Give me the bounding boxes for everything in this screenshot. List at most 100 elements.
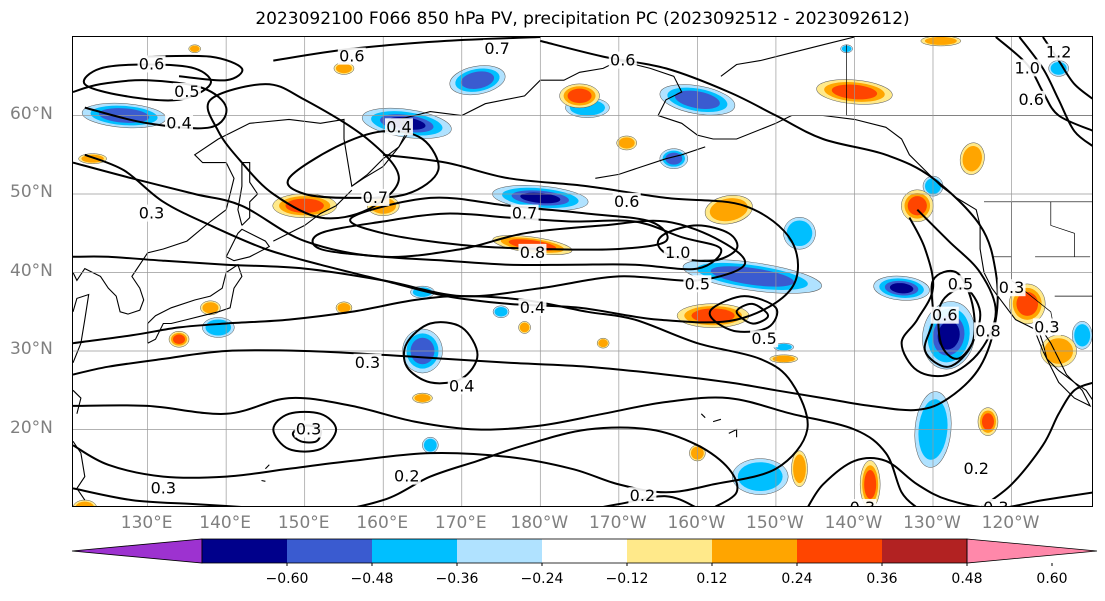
contour-label: 0.4 [520, 298, 545, 317]
precip-positive-area [977, 407, 999, 436]
coastline [147, 263, 243, 344]
pv-contour [73, 396, 917, 506]
contour-label-background [1032, 318, 1061, 336]
contour-label-background [294, 420, 323, 438]
colorbar-tick-label: −0.48 [350, 571, 394, 587]
precip-negative-area [682, 259, 822, 294]
contour-label-background [518, 298, 547, 316]
graticule-layer [73, 37, 1092, 506]
colorbar-swatch [202, 539, 287, 563]
longitude-label: 150°W [746, 513, 804, 533]
colorbar-outline [201, 538, 968, 564]
colorbar-extend-high [966, 538, 1098, 564]
coastline [73, 293, 90, 364]
contour-label: 1.2 [1046, 43, 1071, 62]
precip-positive-area [200, 300, 221, 316]
pv-contour [981, 381, 1092, 506]
colorbar-swatch [882, 539, 967, 563]
coastline [1034, 331, 1092, 408]
contour-label: 0.4 [449, 376, 474, 395]
pv-contour [656, 224, 739, 263]
colorbar-swatch [287, 539, 372, 563]
coastline [265, 464, 270, 470]
precip-positive-area [791, 450, 808, 487]
precip-positive-area [859, 460, 881, 506]
contour-label-background [361, 188, 390, 206]
precip-negative-area [422, 436, 439, 454]
precip-negative-area [1071, 321, 1092, 350]
contour-label: 0.6 [139, 54, 164, 73]
precip-negative-area [202, 317, 235, 338]
precip-positive-area [959, 142, 985, 175]
precip-positive-area [704, 195, 753, 225]
precip-positive-area [559, 83, 600, 109]
pv-contour [73, 426, 739, 506]
longitude-label: 170°E [434, 513, 487, 533]
latitude-label: 40°N [10, 260, 53, 281]
colorbar-tick-label: −0.60 [265, 571, 309, 587]
precip-negative-area [659, 148, 689, 169]
contour-label-background [149, 479, 178, 497]
pv-contour [147, 54, 244, 82]
precip-positive-area [920, 37, 962, 47]
contour-label: 0.3 [296, 420, 321, 439]
precip-positive-area [412, 392, 433, 404]
precip-negative-area [1048, 60, 1069, 77]
contour-label-background [353, 353, 382, 371]
contour-label-background [172, 82, 201, 100]
contour-label: 0.3 [983, 498, 1008, 507]
political-border [991, 201, 1012, 258]
precip-positive-area [518, 321, 531, 334]
colorbar-tick-label: −0.24 [520, 571, 564, 587]
pv-contour [735, 302, 770, 325]
coastline [261, 479, 266, 482]
coastline [225, 228, 271, 262]
coastline [595, 146, 706, 179]
coastline [73, 389, 82, 414]
precip-positive-area [616, 135, 637, 151]
contour-label-background [973, 322, 1002, 340]
colorbar-swatch [797, 539, 882, 563]
pv-contour [807, 456, 1092, 506]
contour-label-background [946, 275, 975, 293]
contour-label-background [930, 306, 959, 324]
contour-label: 0.6 [932, 306, 957, 325]
contour-label-background [962, 459, 991, 477]
contour-label-background [1044, 43, 1073, 61]
latitude-label: 30°N [10, 339, 53, 359]
precip-positive-area [901, 189, 934, 223]
contour-label: 0.3 [999, 278, 1024, 297]
precip-negative-area [449, 65, 506, 96]
colorbar-tick-label: −0.12 [605, 571, 649, 587]
contour-label: 0.5 [174, 82, 199, 101]
contour-label-background [997, 279, 1026, 297]
contour-label-background [848, 499, 877, 506]
precip-positive-area [596, 337, 610, 349]
longitude-label: 160°W [667, 513, 726, 533]
pv-contour [206, 83, 400, 220]
contour-label-layer: 0.6 0.5 0.4 0.3 0.6 0.7 0.6 0.4 0.7 0.7 0.6 0.8 1.0 0… [137, 39, 1073, 507]
contour-label: 0.3 [355, 353, 380, 372]
precip-negative-area [873, 275, 930, 301]
colorbar-swatch [457, 539, 542, 563]
latitude-label: 20°N [10, 417, 53, 438]
colorbar-swatch [542, 539, 627, 563]
contour-label-background [683, 275, 712, 293]
latitude-label: 50°N [10, 182, 53, 202]
precip-positive-area [769, 354, 799, 364]
latitude-label: 60°N [10, 103, 53, 124]
precip-negative-area [783, 217, 816, 250]
contour-label-background [337, 47, 366, 65]
pv-contour [272, 410, 338, 453]
colorbar-swatch [372, 539, 457, 563]
pv-contour [900, 208, 997, 378]
pv-contour [273, 37, 541, 62]
coastline [712, 418, 722, 423]
colorbar-swatch [712, 539, 797, 563]
map-canvas: 0.6 0.5 0.4 0.3 0.6 0.7 0.6 0.4 0.7 0.7 0.6 0.8 1.0 0… [73, 37, 1092, 507]
pv-contour [311, 212, 723, 271]
contour-label: 0.5 [685, 274, 710, 293]
precip-positive-area [816, 79, 893, 105]
pv-contour [708, 295, 779, 333]
colorbar-extend-low [71, 538, 203, 564]
